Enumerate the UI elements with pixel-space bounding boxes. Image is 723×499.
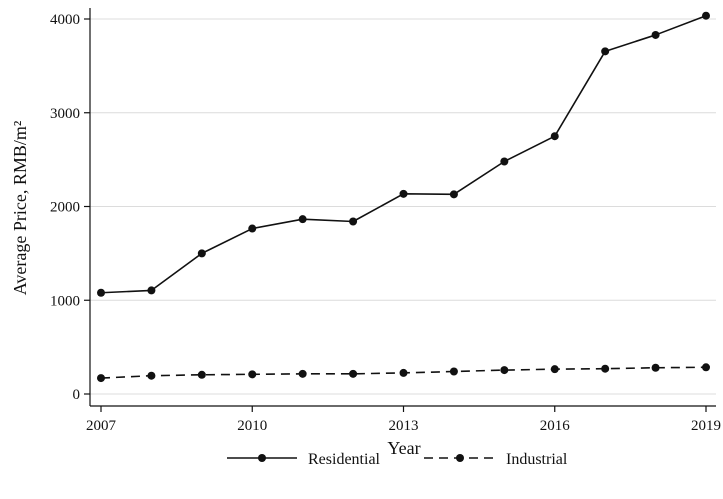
data-point-industrial-2013	[399, 368, 408, 377]
y-axis-label: Average Price, RMB/m²	[10, 121, 30, 296]
data-point-residential-2018	[651, 30, 660, 39]
legend-marker-industrial	[456, 454, 464, 462]
data-point-residential-2010	[248, 224, 257, 233]
gridlines	[90, 18, 716, 395]
data-point-industrial-2011	[298, 369, 307, 378]
legend-label-residential: Residential	[308, 451, 381, 468]
x-tick-label-2016: 2016	[540, 418, 571, 434]
series-line-residential	[100, 14, 707, 294]
data-point-industrial-2019	[702, 363, 710, 372]
legend-marker-residential	[258, 454, 266, 462]
axes	[84, 8, 716, 412]
series	[97, 11, 710, 383]
data-point-residential-2014	[449, 190, 458, 199]
data-point-residential-2011	[298, 215, 307, 224]
data-point-industrial-2008	[147, 371, 156, 380]
data-point-industrial-2015	[500, 366, 509, 375]
data-point-industrial-2012	[349, 369, 358, 378]
data-point-residential-2008	[147, 286, 156, 295]
tick-labels: 0 1000 2000 3000 4000 2007 2010 2013 2016 2019	[50, 12, 721, 434]
data-point-residential-2017	[601, 47, 610, 56]
data-point-residential-2009	[197, 249, 206, 258]
y-tick-label-4000: 4000	[50, 12, 80, 28]
legend-label-industrial: Industrial	[506, 451, 568, 468]
data-point-residential-2016	[550, 132, 559, 141]
legend-item-industrial: Industrial	[424, 451, 568, 468]
data-point-residential-2012	[349, 217, 358, 226]
x-axis-label: Year	[387, 438, 420, 458]
x-tick-label-2013: 2013	[389, 418, 419, 434]
data-point-industrial-2010	[248, 370, 257, 379]
data-point-industrial-2009	[197, 370, 206, 379]
y-tick-label-3000: 3000	[50, 106, 80, 122]
legend-item-residential: Residential	[227, 451, 381, 468]
legend: Residential Industrial	[227, 451, 568, 468]
data-point-industrial-2018	[651, 363, 660, 372]
data-point-residential-2015	[500, 157, 509, 166]
data-point-industrial-2017	[601, 364, 610, 373]
data-point-residential-2019	[702, 11, 710, 20]
x-tick-label-2010: 2010	[237, 418, 267, 434]
y-tick-label-2000: 2000	[50, 200, 80, 216]
data-point-residential-2007	[97, 288, 105, 297]
y-tick-label-1000: 1000	[50, 293, 80, 309]
data-point-residential-2013	[399, 189, 408, 198]
y-tick-label-0: 0	[73, 387, 81, 403]
data-point-industrial-2016	[550, 365, 559, 374]
x-tick-label-2019: 2019	[691, 418, 721, 434]
data-point-industrial-2014	[449, 367, 458, 376]
data-point-industrial-2007	[97, 374, 105, 383]
x-tick-label-2007: 2007	[86, 418, 117, 434]
